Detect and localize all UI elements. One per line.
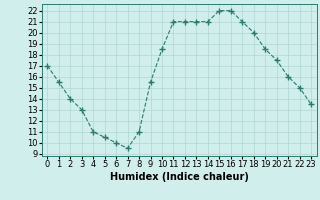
X-axis label: Humidex (Indice chaleur): Humidex (Indice chaleur) xyxy=(110,172,249,182)
